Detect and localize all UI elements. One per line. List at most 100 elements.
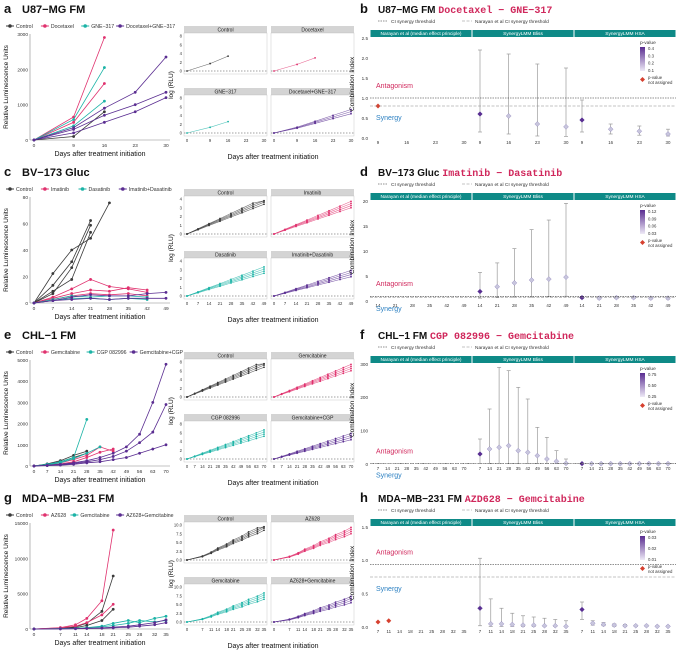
growth-point — [51, 272, 55, 275]
facet-title: Imatinib — [304, 190, 322, 196]
rlu-y-tick: 0 — [25, 627, 28, 633]
log-line — [273, 368, 352, 398]
growth-point — [51, 283, 55, 287]
facet-frame — [183, 94, 268, 137]
log-x-tick: 21 — [305, 301, 310, 306]
growth-point — [133, 90, 137, 94]
ci-x-tick: 25 — [531, 629, 536, 634]
rlu-x-tick: 18 — [99, 632, 105, 638]
ci-x-tick: 25 — [429, 629, 434, 634]
log-x-tick: 0 — [186, 464, 189, 469]
log-x-tick: 11 — [209, 627, 214, 632]
panel-letter: g — [4, 490, 12, 505]
rlu-y-label: Relative Luminescence Units — [3, 207, 10, 292]
ci-y-tick: 0.5 — [362, 116, 369, 121]
rlu-x-tick: 63 — [150, 469, 156, 475]
legend-label: Gemcitabine+CGP — [140, 350, 184, 356]
growth-point — [164, 618, 168, 622]
rlu-y-label: Relative Luminescence Units — [3, 44, 10, 129]
log-x-tick: 28 — [215, 464, 220, 469]
growth-line-CGP 082996 — [33, 446, 101, 467]
growth-point — [138, 432, 142, 436]
log-line — [186, 599, 265, 623]
facet-strip — [271, 414, 354, 421]
rlu-y-tick: 3000 — [17, 32, 28, 38]
ci-point — [494, 284, 500, 290]
growth-point — [111, 455, 115, 458]
growth-point — [98, 445, 102, 449]
na-marker — [640, 566, 645, 571]
growth-point — [89, 219, 92, 222]
rlu-y-tick: 0 — [25, 464, 28, 470]
ci-x-tick: 28 — [506, 466, 511, 471]
ci-x-tick: 11 — [386, 629, 391, 634]
log-x-tick: 7 — [284, 301, 287, 306]
ci-strip — [370, 356, 472, 363]
panel-row-c: c BV−173 Gluc Control Imatinib Dasatinib Imat… — [3, 164, 676, 324]
antagonism-label: Antagonism — [376, 281, 413, 288]
ci-x-tick: 35 — [462, 629, 467, 634]
log-x-tick: 25 — [327, 627, 332, 632]
ci-x-tick: 30 — [462, 140, 467, 145]
growth-point — [164, 362, 168, 366]
log-y-tick: 8 — [180, 96, 183, 101]
ci-y-tick: 1.5 — [362, 525, 369, 530]
growth-point — [164, 296, 168, 300]
ci-strip-label: SynergyLMM Bliss — [503, 357, 543, 363]
log-x-tick: 32 — [255, 627, 260, 632]
ci-y-tick: 100 — [360, 428, 368, 433]
facet-title: Gemcitabine — [298, 353, 326, 359]
facet-strip — [271, 26, 354, 33]
ci-y-label: Combination Index — [349, 56, 356, 111]
ci-x-tick: 42 — [546, 303, 551, 308]
log-line — [273, 598, 352, 623]
ci-x-tick: 56 — [442, 466, 447, 471]
rlu-x-label: Days after treatment initiation — [54, 477, 145, 484]
growth-point — [151, 430, 155, 434]
ci-strip-label: SynergyLMM HSA — [605, 31, 645, 37]
growth-point — [72, 135, 75, 138]
ci-x-tick: 21 — [597, 303, 602, 308]
log-x-label: Days after treatment initiation — [227, 480, 318, 487]
log-x-tick: 14 — [200, 464, 205, 469]
log-x-tick: 7 — [194, 464, 197, 469]
log-line — [186, 436, 265, 460]
ci-point — [544, 456, 550, 462]
panel-row-a: a U87−MG FM Control Docetaxel GNE−317 Docetax… — [3, 1, 676, 161]
log-line — [186, 526, 265, 561]
growth-point — [85, 454, 89, 457]
legend-marker — [8, 513, 12, 517]
legend-marker — [80, 187, 85, 191]
ci-x-tick: 7 — [377, 466, 380, 471]
ci-x-tick: 35 — [618, 466, 623, 471]
log-y-tick: 0 — [180, 131, 183, 136]
log-y-tick: 3 — [180, 267, 183, 272]
facet-frame — [270, 583, 355, 626]
growth-line-CGP 082996 — [33, 419, 88, 467]
log-y-tick: 4 — [180, 113, 183, 118]
growth-point — [111, 626, 115, 630]
legend-marker — [72, 513, 77, 517]
pvalue-tick: 0.01 — [648, 557, 657, 562]
rlu-x-tick: 42 — [111, 469, 117, 475]
pvalue-title: p-value — [640, 529, 656, 535]
log-line — [186, 273, 265, 297]
growth-point — [103, 99, 106, 103]
rlu-x-tick: 14 — [58, 469, 64, 475]
growth-point — [85, 449, 89, 453]
log-y-tick: 0.0 — [176, 558, 182, 563]
rlu-x-tick: 21 — [88, 306, 94, 312]
growth-point — [111, 607, 115, 611]
growth-point — [32, 301, 36, 305]
log-x-tick: 49 — [262, 301, 267, 306]
log-x-tick: 49 — [349, 301, 354, 306]
growth-point — [51, 289, 55, 293]
log-point — [263, 362, 265, 365]
legend-label: Control — [16, 187, 33, 193]
rlu-x-tick: 35 — [126, 306, 132, 312]
facet-frame — [183, 195, 268, 238]
rlu-x-tick: 0 — [33, 632, 36, 638]
log-y-tick: 4 — [180, 439, 183, 444]
log-line — [273, 201, 352, 235]
facet-strip — [271, 88, 354, 95]
